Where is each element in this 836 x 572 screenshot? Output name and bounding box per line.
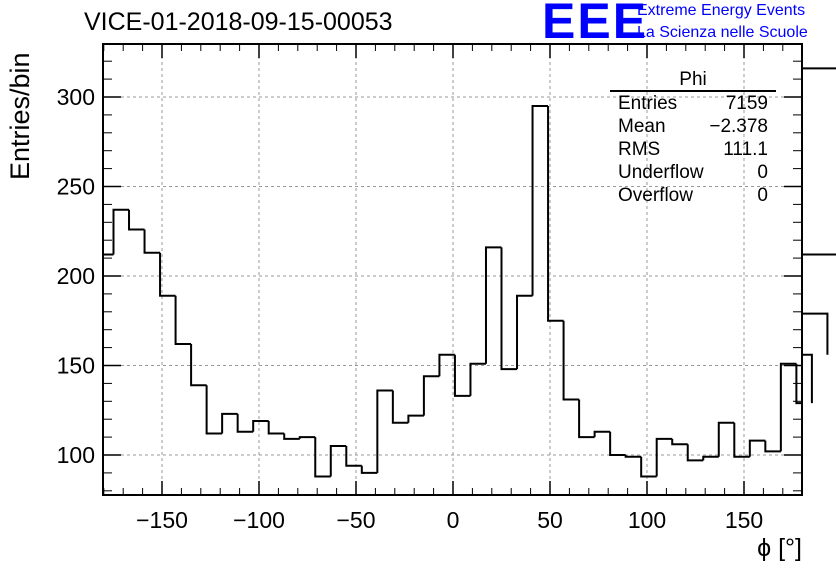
histogram-bin xyxy=(593,430,611,438)
stats-value: 0 xyxy=(757,162,768,183)
axes: −150 −100 −50 0 50 100 150 100 150 200 250 300 xyxy=(57,43,803,533)
histogram-bin xyxy=(453,354,471,397)
stats-label: Mean xyxy=(618,116,666,137)
histogram-bin xyxy=(221,412,238,434)
histogram-bin xyxy=(438,353,455,377)
x-tick-label: 50 xyxy=(537,507,563,533)
stats-label: RMS xyxy=(618,139,661,160)
stats-label: Overflow xyxy=(618,185,693,206)
histogram-bin xyxy=(360,465,378,474)
histogram-bin xyxy=(174,295,192,346)
histogram-bin xyxy=(578,399,595,439)
histogram-bin xyxy=(500,247,518,371)
histogram-bin xyxy=(252,419,269,432)
histogram-bin xyxy=(376,389,393,473)
stats-label: Entries xyxy=(618,93,678,114)
histogram-bin xyxy=(779,362,797,452)
histogram-bin xyxy=(802,353,813,404)
histogram-bin xyxy=(655,437,673,477)
x-tick-label: −150 xyxy=(136,507,188,533)
stats-row-overflow: Overflow 0 xyxy=(610,184,776,207)
x-tick-label: −100 xyxy=(233,507,285,533)
histogram-bin xyxy=(531,104,549,296)
x-tick-label: 100 xyxy=(628,507,666,533)
logo-line-2: La Scienza nelle Scuole xyxy=(637,24,808,41)
x-tick-label: 0 xyxy=(447,507,460,533)
stats-value: 111.1 xyxy=(723,139,768,160)
histogram-bin xyxy=(717,421,735,457)
histogram-bin xyxy=(702,455,719,461)
histogram-bin xyxy=(733,422,750,458)
stats-value: 0 xyxy=(757,185,768,206)
histogram-bin xyxy=(516,294,533,370)
histogram-bin xyxy=(802,67,836,70)
stats-value: 7159 xyxy=(725,93,768,114)
histogram-bin xyxy=(764,440,781,453)
x-tick-label: −50 xyxy=(336,507,375,533)
histogram-bin xyxy=(562,320,580,401)
histogram-bin xyxy=(407,414,424,423)
histogram-bin xyxy=(329,445,347,477)
stats-label: Underflow xyxy=(618,162,704,183)
histogram-bin xyxy=(314,437,331,478)
histogram-bin xyxy=(686,444,704,462)
stats-title: Phi xyxy=(610,70,776,92)
histogram-bin xyxy=(267,420,285,435)
histogram-bin xyxy=(469,362,486,396)
histogram-bin xyxy=(422,375,440,416)
y-tick-label: 150 xyxy=(57,353,95,379)
histogram-bin xyxy=(391,390,409,424)
stats-value: −2.378 xyxy=(709,116,768,137)
stats-box: Phi Entries 7159 Mean −2.378 RMS 111.1 U… xyxy=(610,70,776,207)
y-tick-label: 100 xyxy=(57,442,95,468)
y-tick-label: 300 xyxy=(57,84,95,110)
histogram-bin xyxy=(547,105,564,322)
histogram-bin xyxy=(159,252,176,297)
histogram-bin xyxy=(143,229,161,254)
histogram-bin xyxy=(802,253,836,256)
histogram-bars xyxy=(103,67,836,478)
y-tick-label: 200 xyxy=(57,263,95,289)
stats-row-underflow: Underflow 0 xyxy=(610,161,776,184)
histogram-bin xyxy=(640,456,657,478)
histogram-bin xyxy=(345,446,362,467)
histogram-bin xyxy=(205,385,223,435)
histogram-bin xyxy=(298,436,316,439)
histogram-bin xyxy=(671,438,688,446)
x-axis-label: ϕ [°] xyxy=(757,534,802,562)
grid-lines xyxy=(103,44,802,495)
y-tick-label: 250 xyxy=(57,174,95,200)
eee-logo: EEE xyxy=(542,0,649,49)
y-axis-label: Entries/bin xyxy=(5,52,35,180)
histogram-bin xyxy=(609,431,626,456)
stats-row-entries: Entries 7159 xyxy=(610,92,776,115)
histogram-bin xyxy=(128,209,145,231)
histogram-bin xyxy=(802,312,829,355)
histogram-bin xyxy=(624,455,642,458)
histogram-bin xyxy=(484,246,502,364)
stats-row-mean: Mean −2.378 xyxy=(610,115,776,138)
histogram-bin xyxy=(283,433,300,440)
histogram-bin xyxy=(795,363,802,405)
histogram-bin xyxy=(190,344,207,387)
chart-title: VICE-01-2018-09-15-00053 xyxy=(84,8,393,36)
x-tick-label: 150 xyxy=(725,507,763,533)
stats-row-rms: RMS 111.1 xyxy=(610,138,776,161)
logo-line-1: Extreme Energy Events xyxy=(637,2,806,19)
histogram-bin xyxy=(748,439,766,457)
histogram-bin xyxy=(112,208,130,255)
histogram-bin xyxy=(236,413,254,433)
